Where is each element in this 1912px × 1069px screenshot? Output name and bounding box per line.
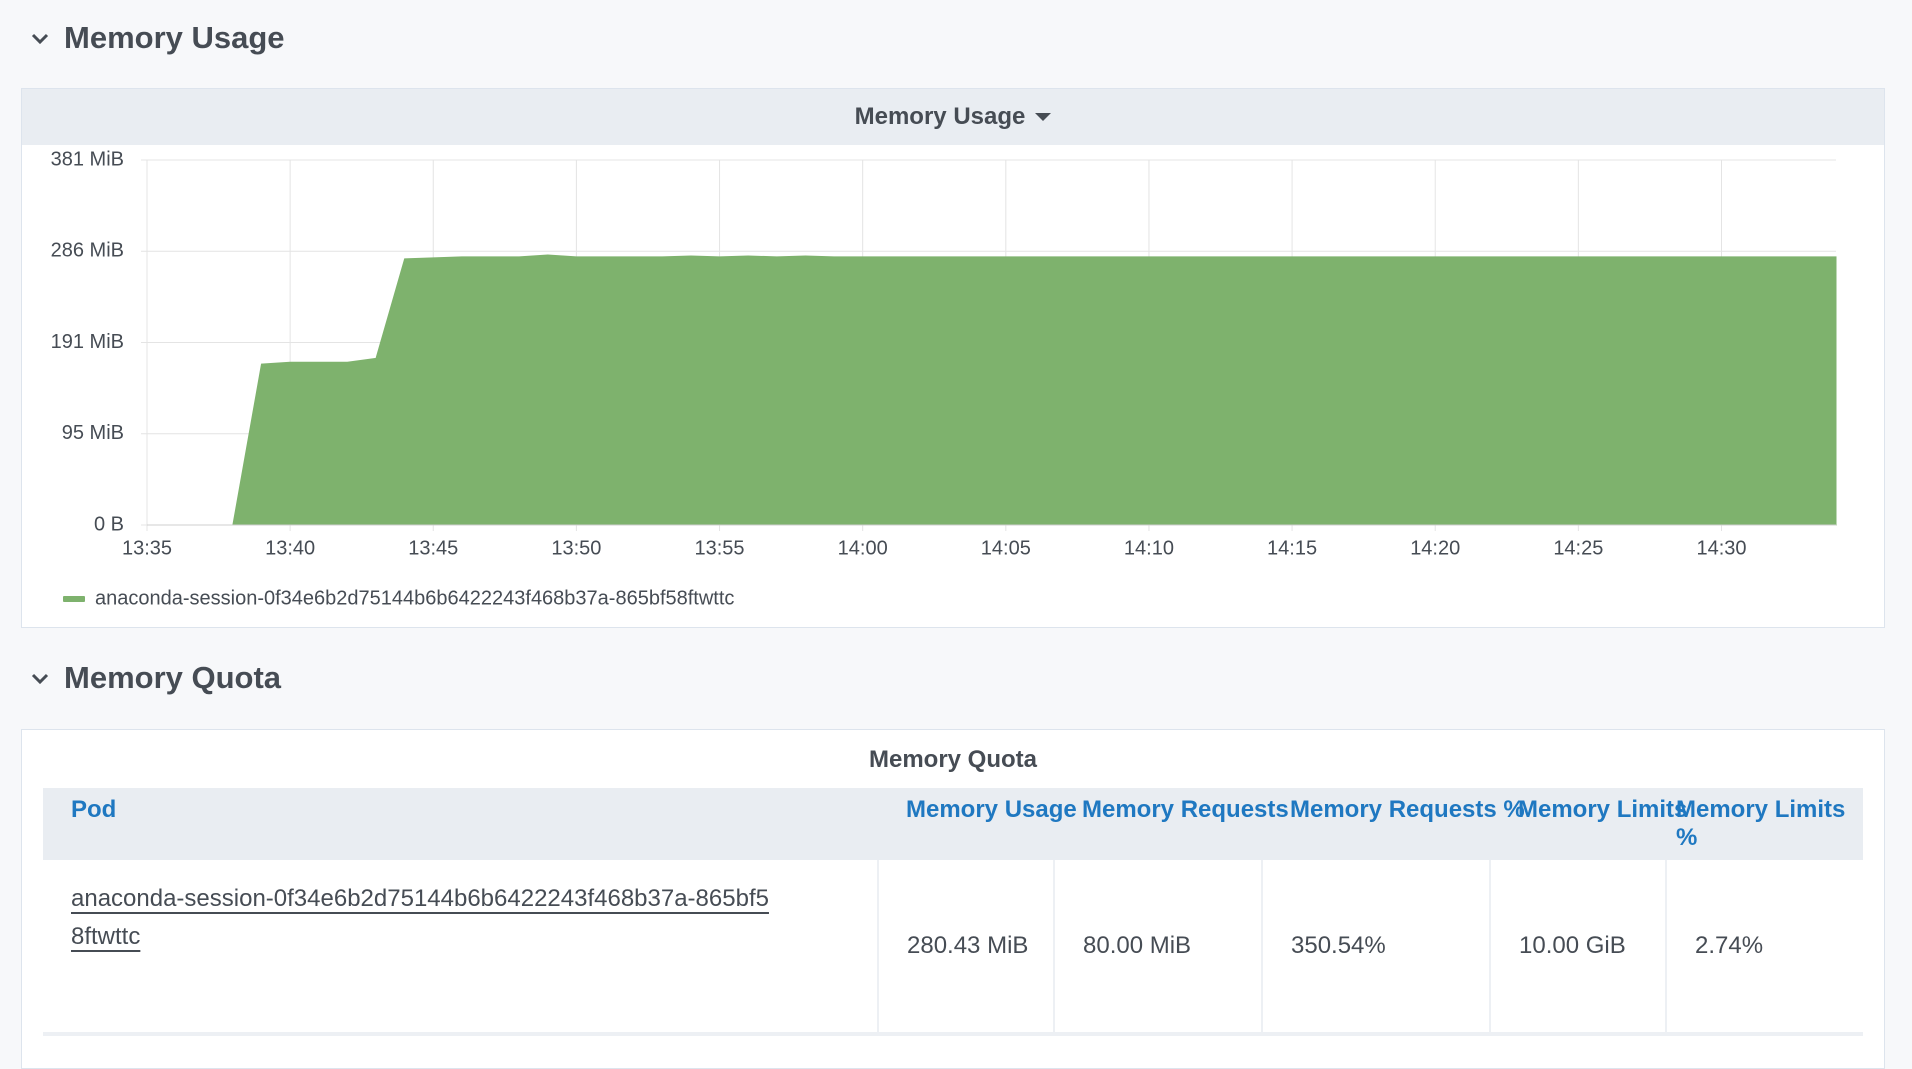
chevron — [31, 33, 49, 45]
table-panel: Memory Quota Pod Memory Usage Memory Req… — [21, 729, 1885, 1069]
header-row: Pod Memory Usage Memory Requests Memory … — [43, 788, 1863, 860]
x-tick-label: 14:25 — [1553, 537, 1603, 559]
x-tick-label: 14:20 — [1410, 537, 1460, 559]
cell: 350.54% — [1262, 860, 1491, 1036]
table: Pod Memory Usage Memory Requests Memory … — [43, 788, 1863, 1036]
section-title: Memory Quota — [64, 660, 282, 695]
area — [232, 254, 1837, 526]
section-title: Memory Usage — [64, 20, 285, 55]
x-tick-label: 13:35 — [122, 537, 172, 559]
panel-title: Memory Quota — [868, 746, 1038, 773]
y-tick-label: 381 MiB — [51, 148, 124, 170]
y-tick-label: 0 B — [94, 513, 124, 535]
x-tick-label: 14:30 — [1696, 537, 1746, 559]
column-header[interactable]: Memory Requests — [1054, 788, 1289, 860]
column-header[interactable]: Memory Limits — [1490, 788, 1687, 860]
x-tick-label: 13:50 — [551, 537, 601, 559]
cell: 80.00 MiB — [1054, 860, 1263, 1036]
x-tick-label: 13:40 — [265, 537, 315, 559]
cell: 280.43 MiB — [878, 860, 1055, 1036]
table-row: anaconda-session-0f34e6b2d75144b6b642224… — [43, 860, 1863, 1036]
cell: anaconda-session-0f34e6b2d75144b6b642224… — [43, 860, 879, 1036]
section-header[interactable]: Memory Usage — [30, 20, 285, 56]
legend-label: anaconda-session-0f34e6b2d75144b6b642224… — [95, 587, 734, 609]
y-tick-label: 286 MiB — [51, 240, 124, 262]
column-header[interactable]: Pod — [43, 788, 878, 860]
panel-header[interactable]: Memory Usage — [22, 89, 1884, 145]
cell: 10.00 GiB — [1490, 860, 1667, 1036]
column-header[interactable]: Memory Usage — [878, 788, 1077, 860]
pod-link[interactable]: anaconda-session-0f34e6b2d75144b6b642224… — [71, 885, 769, 950]
x-tick-label: 14:00 — [838, 537, 888, 559]
y-tick-label: 95 MiB — [62, 422, 124, 444]
x-tick-label: 14:10 — [1124, 537, 1174, 559]
section-header[interactable]: Memory Quota — [30, 660, 281, 696]
chart: 0 B 95 MiB 191 MiB 286 MiB 381 MiB 13:35 13:40… — [51, 148, 1837, 609]
dropdown-caret — [1035, 113, 1052, 121]
chart-title: Memory Usage — [854, 103, 1026, 130]
x-tick-label: 13:55 — [695, 537, 745, 559]
cell: 2.74% — [1666, 860, 1863, 1036]
x-tick-label: 14:15 — [1267, 537, 1317, 559]
column-header[interactable]: Memory Requests % — [1262, 788, 1525, 860]
x-tick-label: 13:45 — [408, 537, 458, 559]
chevron — [31, 673, 49, 685]
legend-swatch — [63, 596, 85, 602]
x-tick-label: 14:05 — [981, 537, 1031, 559]
chart-panel: Memory Usage 0 B 95 MiB 191 MiB 286 MiB 381 … — [21, 88, 1885, 628]
column-header[interactable]: Memory Limits % — [1666, 788, 1863, 860]
y-tick-label: 191 MiB — [51, 331, 124, 353]
